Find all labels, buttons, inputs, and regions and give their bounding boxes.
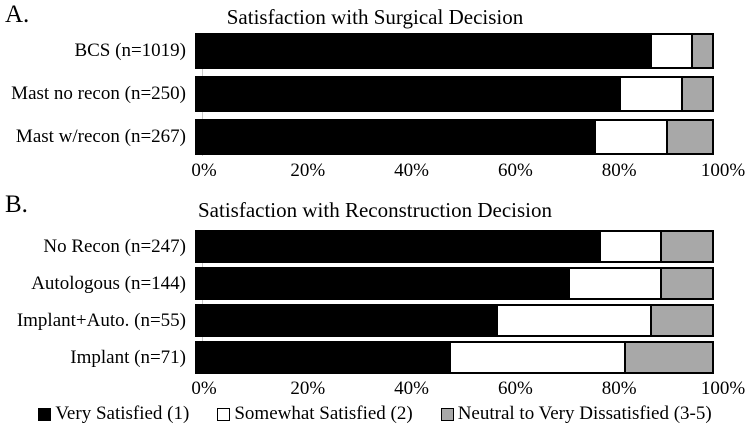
bar-row: Mast no recon (n=250) (0, 76, 750, 112)
category-label: Mast w/recon (n=267) (15, 126, 186, 147)
x-tick-label: 80% (601, 378, 637, 399)
legend-label: Neutral to Very Dissatisfied (3-5) (457, 403, 712, 424)
bar-row: Mast w/recon (n=267) (0, 119, 750, 155)
x-tick-label: 100% (700, 378, 746, 399)
x-tick-label: 40% (394, 378, 430, 399)
legend: Very Satisfied (1) Somewhat Satisfied (2)… (0, 403, 750, 425)
x-tick-label: 0% (191, 378, 217, 399)
panel-b-y-axis-line (202, 230, 203, 374)
category-label: Autologous (n=144) (31, 272, 186, 294)
panel-b-title: Satisfaction with Reconstruction Decisio… (197, 198, 553, 222)
segment-somewhat-satisfied-2 (598, 232, 661, 261)
panel-a-bars: BCS (n=1019) Mast no recon (n=250) Mast w/… (0, 33, 750, 162)
x-tick-label: 20% (290, 378, 326, 399)
panel-a-x-axis: 0% 20% 40% 60% 80% 100% (191, 159, 745, 183)
bar-row: BCS (n=1019) (0, 33, 750, 69)
category-label: Implant (n=71) (70, 346, 186, 368)
bar-row: Autologous (n=144) (0, 267, 750, 300)
x-tick-label: 40% (394, 160, 430, 181)
legend-swatch-icon (217, 407, 231, 421)
stacked-bar (195, 33, 714, 69)
segment-somewhat-satisfied-2 (619, 78, 682, 110)
segment-neutral-to-very-dissatisfied-3-5 (660, 269, 712, 298)
category-label: No Recon (n=247) (43, 235, 186, 257)
stacked-bar (195, 341, 714, 374)
bar-row: Implant (n=71) (0, 341, 750, 374)
segment-very-satisfied-1 (197, 269, 568, 298)
x-tick-label: 20% (290, 160, 326, 181)
segment-somewhat-satisfied-2 (650, 35, 692, 67)
segment-neutral-to-very-dissatisfied-3-5 (624, 343, 712, 372)
stacked-bar (195, 304, 714, 337)
panel-b-bars: No Recon (n=247) Autologous (n=144) Implan… (0, 230, 750, 378)
category-label: Implant+Auto. (n=55) (16, 309, 186, 331)
legend-label: Somewhat Satisfied (2) (234, 403, 413, 424)
legend-swatch-icon (38, 407, 52, 421)
segment-neutral-to-very-dissatisfied-3-5 (650, 306, 712, 335)
segment-neutral-to-very-dissatisfied-3-5 (681, 78, 712, 110)
panel-a-letter: A. (5, 1, 30, 28)
category-label: Mast no recon (n=250) (11, 83, 186, 104)
legend-label: Very Satisfied (1) (55, 403, 190, 424)
stacked-bar (195, 230, 714, 263)
legend-item: Somewhat Satisfied (2) (217, 403, 413, 425)
legend-item: Neutral to Very Dissatisfied (3-5) (440, 403, 712, 425)
segment-somewhat-satisfied-2 (593, 121, 666, 153)
stacked-bar (195, 119, 714, 155)
segment-somewhat-satisfied-2 (567, 269, 661, 298)
segment-somewhat-satisfied-2 (495, 306, 651, 335)
x-tick-label: 0% (191, 160, 217, 181)
x-tick-label: 80% (601, 160, 637, 181)
segment-somewhat-satisfied-2 (449, 343, 625, 372)
segment-very-satisfied-1 (197, 306, 496, 335)
panel-a-title: Satisfaction with Surgical Decision (226, 5, 524, 29)
panel-b-x-axis: 0% 20% 40% 60% 80% 100% (191, 377, 745, 401)
category-label: BCS (n=1019) (74, 40, 186, 61)
segment-very-satisfied-1 (197, 121, 594, 153)
panel-b-letter: B. (5, 191, 28, 218)
stacked-bar (195, 267, 714, 300)
legend-item: Very Satisfied (1) (38, 403, 189, 425)
x-tick-label: 60% (497, 378, 533, 399)
x-tick-label: 100% (700, 160, 746, 181)
bar-row: No Recon (n=247) (0, 230, 750, 263)
legend-swatch-icon (440, 407, 454, 421)
x-tick-label: 60% (497, 160, 533, 181)
bar-row: Implant+Auto. (n=55) (0, 304, 750, 337)
segment-very-satisfied-1 (197, 232, 599, 261)
stacked-bar (195, 76, 714, 112)
segment-very-satisfied-1 (197, 343, 450, 372)
segment-neutral-to-very-dissatisfied-3-5 (691, 35, 712, 67)
segment-neutral-to-very-dissatisfied-3-5 (665, 121, 712, 153)
segment-very-satisfied-1 (197, 35, 651, 67)
segment-very-satisfied-1 (197, 78, 620, 110)
segment-neutral-to-very-dissatisfied-3-5 (660, 232, 712, 261)
